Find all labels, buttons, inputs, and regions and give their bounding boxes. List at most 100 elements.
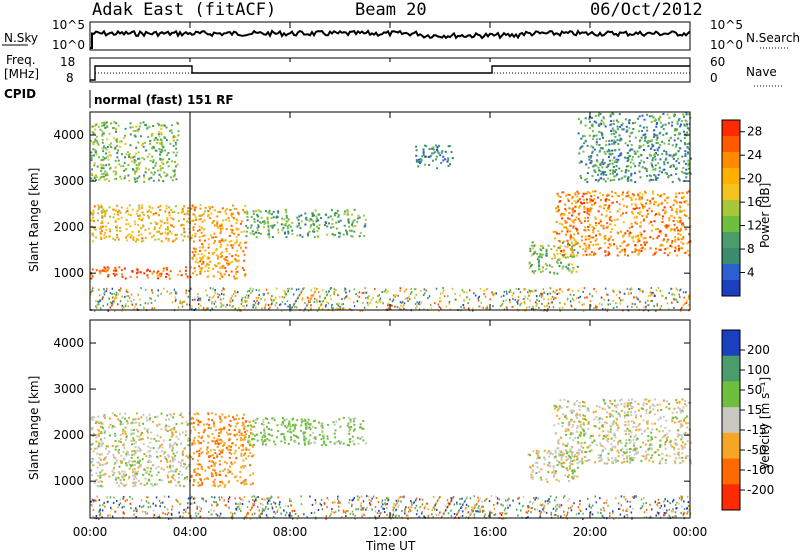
heatmap-cell — [173, 442, 176, 445]
heatmap-cell — [576, 242, 579, 245]
heatmap-cell — [92, 216, 94, 219]
heatmap-cell — [207, 215, 210, 218]
heatmap-cell — [132, 422, 135, 424]
ground-scatter-cell — [462, 304, 464, 306]
heatmap-cell — [653, 203, 656, 206]
heatmap-cell — [130, 160, 133, 163]
heatmap-cell — [99, 232, 102, 235]
heatmap-cell — [588, 127, 591, 130]
heatmap-cell — [646, 157, 649, 159]
ground-scatter-cell — [316, 288, 318, 290]
heatmap-cell — [127, 477, 130, 480]
heatmap-cell — [168, 158, 171, 160]
heatmap-cell — [614, 192, 617, 195]
heatmap-cell — [263, 220, 266, 223]
heatmap-cell — [114, 268, 117, 271]
ground-scatter-cell — [409, 298, 411, 301]
heatmap-cell — [631, 237, 634, 240]
heatmap-cell — [161, 145, 164, 148]
heatmap-cell — [118, 266, 121, 269]
heatmap-cell — [531, 477, 534, 480]
heatmap-cell — [100, 211, 103, 214]
heatmap-cell — [568, 207, 571, 210]
heatmap-cell — [635, 207, 638, 210]
heatmap-cell — [127, 453, 130, 456]
heatmap-cell — [687, 152, 690, 155]
heatmap-cell — [261, 220, 264, 223]
heatmap-cell — [95, 479, 98, 481]
ground-scatter-cell — [538, 294, 541, 297]
heatmap-cell — [337, 231, 340, 234]
ground-scatter-cell — [232, 305, 234, 308]
ground-scatter-cell — [399, 289, 401, 292]
heatmap-cell — [266, 233, 269, 236]
heatmap-cell — [98, 156, 100, 159]
ground-scatter-cell — [214, 291, 216, 294]
heatmap-cell — [558, 480, 561, 483]
heatmap-cell — [122, 442, 125, 445]
heatmap-cell — [101, 222, 104, 225]
heatmap-cell — [632, 235, 635, 238]
heatmap-cell — [662, 239, 665, 242]
heatmap-cell — [678, 204, 681, 207]
heatmap-cell — [307, 440, 310, 443]
heatmap-cell — [346, 233, 349, 236]
heatmap-cell — [307, 418, 310, 421]
heatmap-cell — [282, 433, 285, 436]
ground-scatter-cell — [106, 303, 109, 306]
heatmap-cell — [602, 170, 605, 173]
heatmap-cell — [360, 426, 362, 429]
ground-scatter-cell — [385, 288, 387, 291]
ground-scatter-cell — [574, 308, 577, 310]
heatmap-cell — [214, 442, 217, 445]
heatmap-cell — [119, 419, 122, 422]
heatmap-cell — [644, 139, 646, 142]
heatmap-cell — [138, 128, 140, 131]
heatmap-cell — [115, 229, 118, 232]
ground-scatter-cell — [316, 300, 318, 303]
heatmap-cell — [99, 231, 102, 233]
heatmap-cell — [122, 136, 125, 139]
heatmap-cell — [133, 478, 135, 481]
heatmap-cell — [621, 122, 624, 125]
heatmap-cell — [220, 223, 223, 226]
heatmap-cell — [548, 455, 551, 458]
heatmap-cell — [684, 155, 687, 158]
heatmap-cell — [643, 149, 645, 151]
ground-scatter-cell — [98, 294, 101, 297]
heatmap-cell — [147, 466, 150, 469]
heatmap-cell — [281, 217, 284, 220]
heatmap-cell — [651, 190, 654, 193]
heatmap-cell — [667, 196, 670, 199]
heatmap-cell — [147, 460, 150, 463]
heatmap-cell — [199, 421, 202, 424]
heatmap-cell — [629, 166, 632, 169]
heatmap-cell — [294, 427, 296, 430]
heatmap-cell — [235, 475, 238, 478]
heatmap-cell — [141, 458, 144, 461]
heatmap-cell — [191, 219, 194, 222]
heatmap-cell — [102, 175, 105, 178]
heatmap-cell — [661, 215, 664, 218]
heatmap-cell — [96, 452, 99, 455]
ground-scatter-cell — [510, 290, 512, 293]
heatmap-cell — [653, 154, 656, 157]
heatmap-cell — [134, 484, 137, 487]
heatmap-cell — [260, 431, 262, 434]
heatmap-cell — [234, 444, 237, 447]
heatmap-cell — [99, 128, 102, 131]
ground-scatter-cell — [511, 305, 513, 308]
heatmap-cell — [337, 440, 340, 443]
heatmap-cell — [628, 235, 631, 238]
heatmap-cell — [120, 438, 122, 440]
heatmap-cell — [348, 229, 351, 232]
heatmap-cell — [201, 468, 204, 471]
heatmap-cell — [120, 178, 123, 180]
heatmap-cell — [571, 207, 574, 210]
ground-scatter-cell — [434, 302, 436, 305]
heatmap-cell — [655, 213, 658, 216]
ground-scatter-cell — [99, 299, 101, 302]
heatmap-cell — [146, 210, 149, 213]
heatmap-cell — [595, 164, 598, 167]
heatmap-cell — [207, 213, 210, 216]
